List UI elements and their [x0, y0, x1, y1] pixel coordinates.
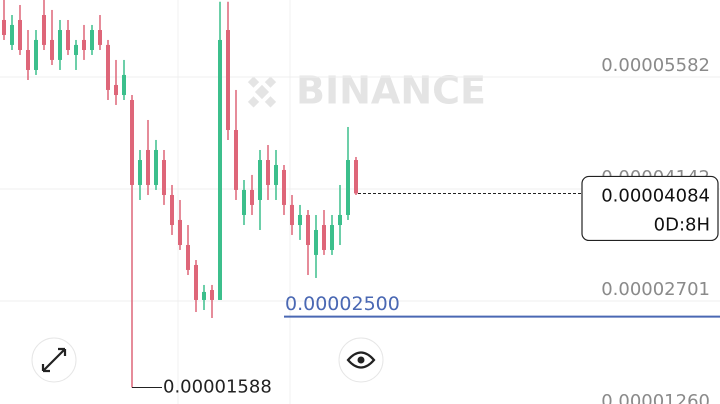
- candle-body: [354, 160, 358, 194]
- visibility-button[interactable]: [338, 337, 384, 383]
- candle-body: [66, 30, 70, 50]
- candle-body: [314, 229, 318, 255]
- candle-body: [10, 24, 14, 45]
- watermark-text: BINANCE: [296, 69, 486, 113]
- y-tick-label: 0.00002701: [601, 279, 710, 300]
- candle-body: [138, 160, 142, 185]
- candle-body: [162, 160, 166, 196]
- candle-body: [42, 15, 46, 45]
- candle-body: [170, 195, 174, 226]
- countdown-label: 0D:8H: [654, 214, 710, 235]
- expand-icon: [41, 347, 67, 373]
- y-tick-label: 0.00005582: [601, 55, 710, 76]
- candle-body: [194, 264, 198, 300]
- candle-body: [282, 169, 286, 205]
- candle-body: [202, 291, 206, 300]
- candle-body: [258, 160, 262, 200]
- candle-body: [226, 30, 230, 131]
- candle-body: [106, 44, 110, 90]
- candle-body: [290, 204, 294, 226]
- low-marker-label: 0.00001588: [163, 377, 272, 398]
- watermark: BINANCE: [247, 69, 486, 113]
- candle-body: [146, 149, 150, 185]
- candle-body: [234, 130, 238, 190]
- candle-body: [50, 39, 54, 60]
- candle-body: [2, 19, 6, 35]
- candle-body: [218, 39, 222, 300]
- candle-body: [242, 189, 246, 215]
- candle-body: [322, 225, 326, 250]
- candle-body: [250, 189, 254, 205]
- candle-body: [98, 30, 102, 45]
- watermark-logo: [247, 76, 277, 108]
- candle-body: [90, 30, 94, 50]
- candle-body: [74, 44, 78, 55]
- y-tick-label: 0.00001260: [601, 391, 710, 404]
- candle-body: [178, 219, 182, 245]
- candle-body: [298, 214, 302, 226]
- candle-body: [266, 160, 270, 185]
- candle-body: [82, 39, 86, 50]
- candle-body: [130, 99, 134, 185]
- candle-body: [18, 19, 22, 50]
- candle-body: [274, 164, 278, 185]
- candle-body: [114, 84, 118, 96]
- current-price-box: [581, 175, 719, 242]
- candle-body: [330, 225, 334, 250]
- candle-body: [122, 74, 126, 96]
- candle-body: [210, 290, 214, 300]
- candle-body: [338, 214, 342, 226]
- candle-body: [186, 244, 190, 270]
- candle-body: [58, 30, 62, 60]
- candle-body: [26, 49, 30, 70]
- eye-pupil: [357, 356, 365, 364]
- current-price-label: 0.00004084: [601, 185, 710, 206]
- candle-body: [346, 160, 350, 215]
- alert-label: 0.00002500: [285, 293, 400, 315]
- candle-body: [34, 39, 38, 70]
- candle-body: [154, 149, 158, 185]
- candle-body: [306, 214, 310, 245]
- fullscreen-button[interactable]: [31, 337, 77, 383]
- eye-icon: [346, 351, 376, 369]
